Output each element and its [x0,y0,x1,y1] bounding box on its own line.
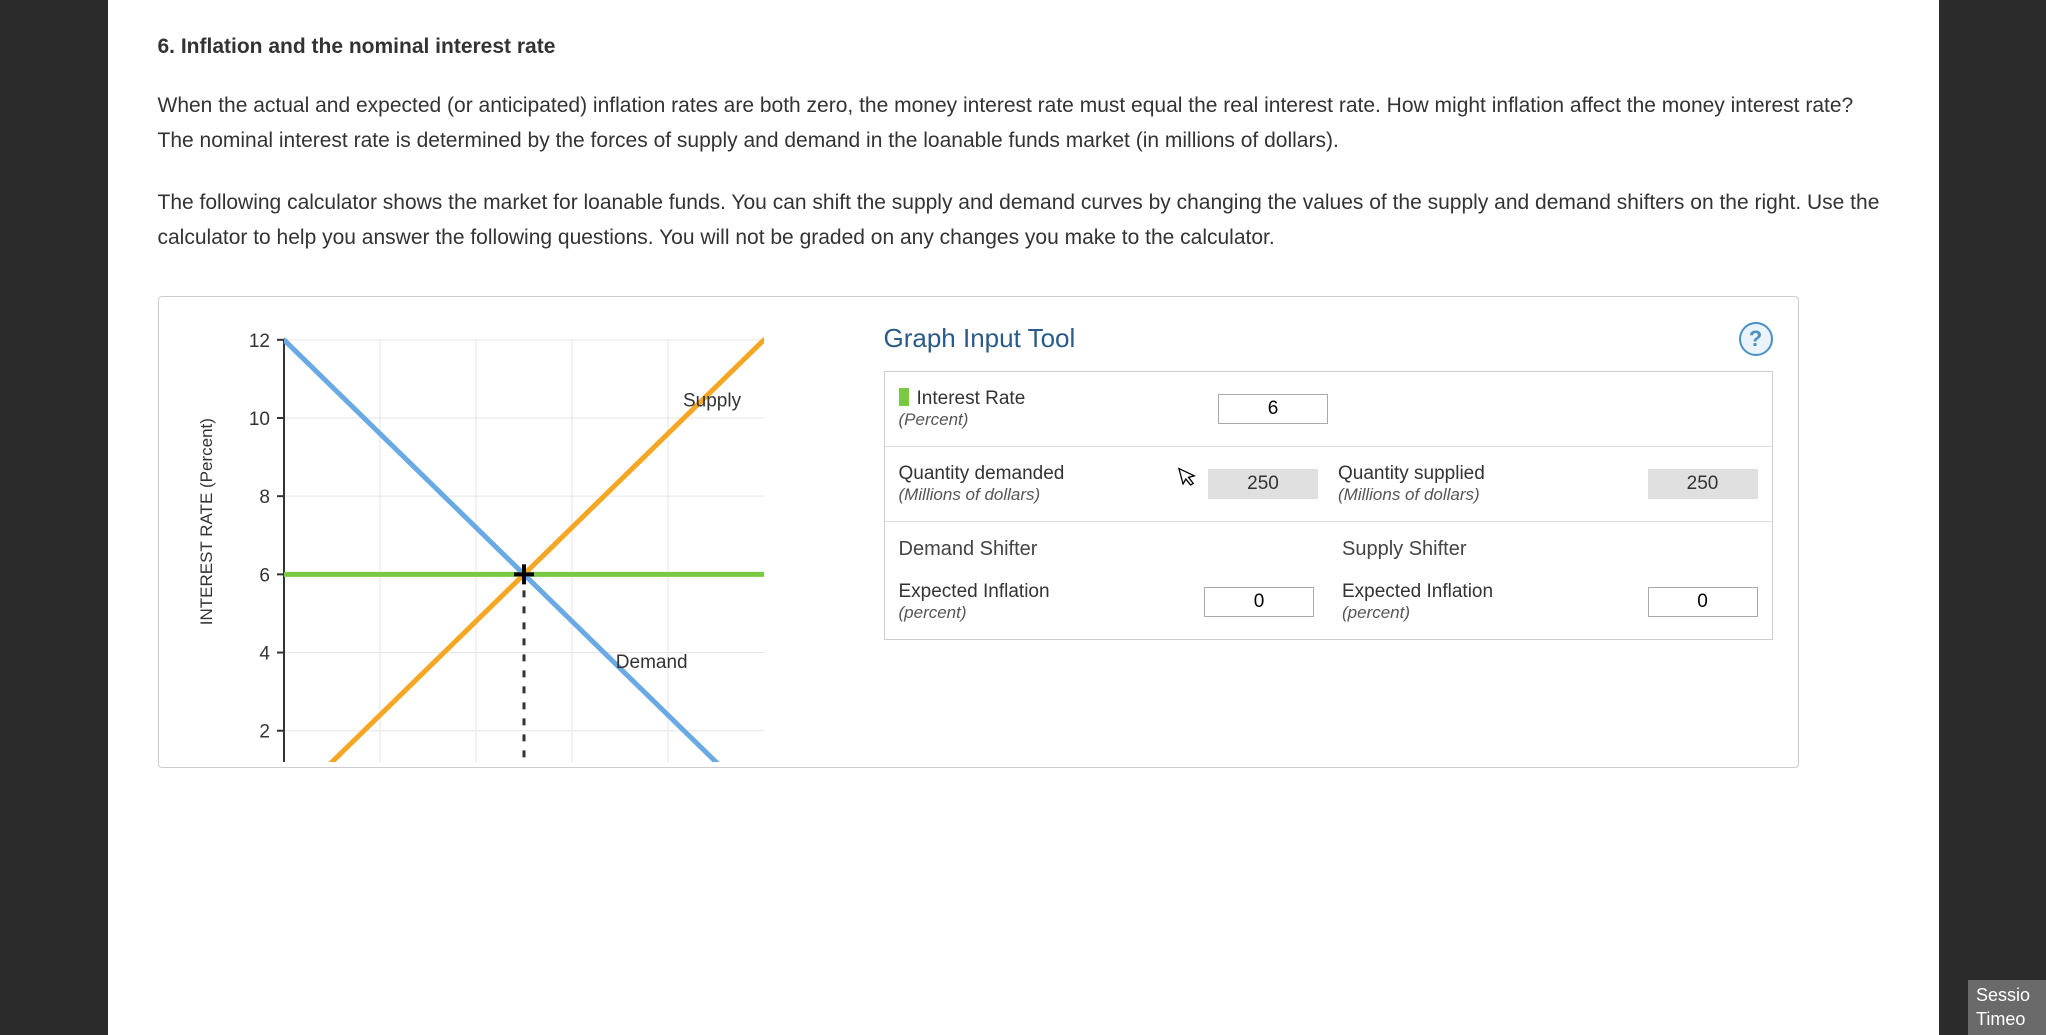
supply-shifter-label: Expected Inflation [1342,581,1638,603]
shifter-row: Demand Shifter Expected Inflation (perce… [885,521,1772,639]
session-badge-line2: Timeo [1976,1008,2046,1031]
calculator-panel: 2 4 6 8 10 12 Supply Demand INTEREST RATE (Perce… [158,296,1799,768]
qty-demanded-value: 250 [1208,469,1318,499]
tool-title: Graph Input Tool [884,323,1076,354]
svg-text:2: 2 [259,721,270,742]
graph-input-tool: Graph Input Tool ? Interest Rate (Percen… [884,322,1773,767]
demand-shifter-label: Expected Inflation [899,581,1195,603]
chart-area[interactable]: 2 4 6 8 10 12 Supply Demand INTEREST RATE (Perce… [184,322,864,767]
demand-shifter-col: Demand Shifter Expected Inflation (perce… [885,522,1329,639]
interest-rate-label: Interest Rate [917,388,1026,409]
supply-shifter-title: Supply Shifter [1342,538,1758,561]
supply-shifter-input[interactable] [1648,587,1758,617]
svg-text:Supply: Supply [683,390,742,411]
svg-text:8: 8 [259,487,270,508]
qty-supplied-value: 250 [1648,469,1758,499]
svg-text:6: 6 [259,565,270,586]
question-paragraph-1: When the actual and expected (or anticip… [158,89,1889,158]
interest-rate-row: Interest Rate (Percent) [885,372,1772,446]
interest-rate-label-block: Interest Rate (Percent) [899,388,1209,430]
svg-text:INTEREST RATE (Percent): INTEREST RATE (Percent) [197,418,216,625]
svg-text:4: 4 [259,643,270,664]
qty-supplied-unit: (Millions of dollars) [1338,485,1638,505]
svg-text:Demand: Demand [615,652,687,673]
qty-demanded-label-block: Quantity demanded (Millions of dollars) [899,463,1199,505]
session-badge-line1: Sessio [1976,984,2046,1007]
interest-rate-unit: (Percent) [899,410,1209,430]
qty-demanded-label: Quantity demanded [899,463,1199,485]
page-container: 6. Inflation and the nominal interest ra… [108,0,1939,1035]
svg-text:10: 10 [248,409,269,430]
loanable-funds-chart[interactable]: 2 4 6 8 10 12 Supply Demand INTEREST RATE (Perce… [184,322,864,762]
qty-demanded-unit: (Millions of dollars) [899,485,1199,505]
demand-shifter-title: Demand Shifter [899,538,1315,561]
tool-header: Graph Input Tool ? [884,322,1773,356]
supply-shifter-label-block: Expected Inflation (percent) [1342,581,1638,623]
question-paragraph-2: The following calculator shows the marke… [158,186,1889,255]
help-icon[interactable]: ? [1739,322,1773,356]
interest-rate-swatch [899,388,909,406]
quantities-row: Quantity demanded (Millions of dollars) … [885,446,1772,521]
svg-text:12: 12 [248,330,269,351]
question-title: 6. Inflation and the nominal interest ra… [158,0,1889,89]
supply-shifter-unit: (percent) [1342,603,1638,623]
demand-shifter-unit: (percent) [899,603,1195,623]
qty-supplied-label: Quantity supplied [1338,463,1638,485]
demand-shifter-input[interactable] [1204,587,1314,617]
supply-shifter-col: Supply Shifter Expected Inflation (perce… [1328,522,1772,639]
input-panel: Interest Rate (Percent) Quantity demande… [884,371,1773,640]
interest-rate-input[interactable] [1218,394,1328,424]
demand-shifter-label-block: Expected Inflation (percent) [899,581,1195,623]
qty-supplied-label-block: Quantity supplied (Millions of dollars) [1338,463,1638,505]
session-timeout-badge[interactable]: Sessio Timeo [1968,980,2046,1035]
